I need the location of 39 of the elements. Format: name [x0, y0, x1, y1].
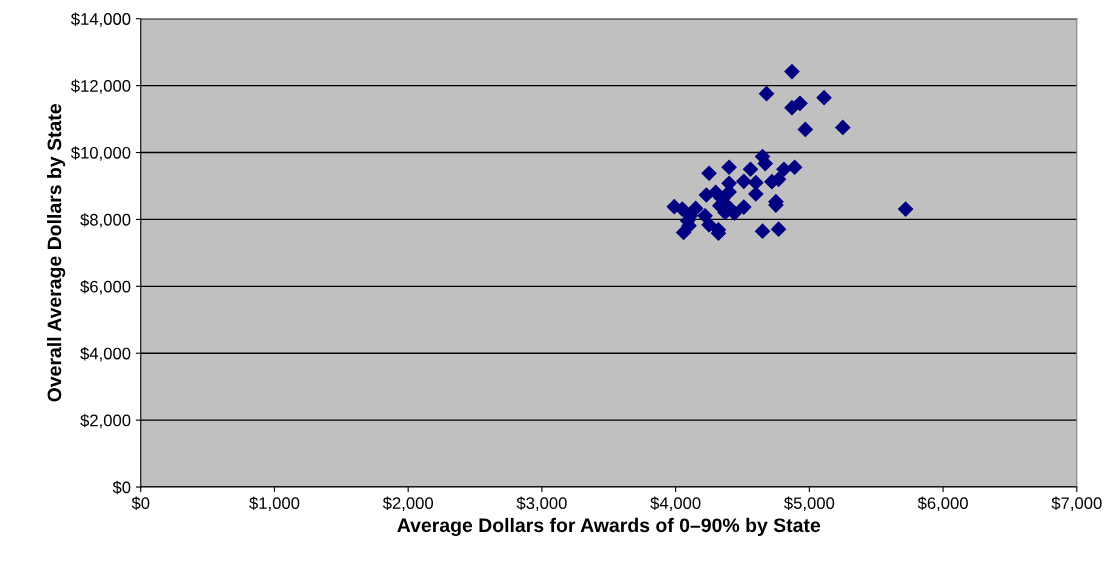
y-tick-label: $10,000 — [70, 146, 131, 161]
point — [701, 165, 717, 181]
x-tick-label: $5,000 — [784, 496, 835, 511]
point — [776, 161, 792, 177]
point — [816, 90, 832, 106]
x-axis-title: Average Dollars for Awards of 0–90% by State — [397, 517, 821, 537]
x-tick-label: $4,000 — [650, 496, 701, 511]
point — [701, 217, 717, 233]
point — [736, 173, 752, 189]
point — [771, 221, 787, 237]
point — [758, 86, 775, 102]
point — [792, 95, 808, 111]
point — [787, 159, 803, 175]
x-tick-label: $2,000 — [382, 496, 434, 511]
y-tick-label: $14,000 — [70, 12, 131, 27]
y-tick-label: $8,000 — [80, 213, 131, 228]
x-tick-label: $0 — [131, 496, 150, 511]
point — [797, 121, 813, 138]
y-tick-label: $4,000 — [80, 346, 131, 362]
y-tick-label: $2,000 — [80, 413, 131, 429]
point — [721, 159, 737, 175]
point — [784, 63, 800, 80]
point — [748, 186, 764, 202]
point — [736, 199, 752, 215]
point — [698, 187, 714, 203]
x-tick-label: $6,000 — [917, 496, 968, 511]
y-tick-label: $12,000 — [70, 79, 131, 94]
y-axis-title: Overall Average Dollars by State — [47, 104, 66, 402]
y-tick-label: $6,000 — [80, 280, 131, 295]
point — [835, 119, 851, 136]
point — [748, 175, 764, 191]
point — [676, 224, 692, 241]
x-tick-label: $1,000 — [249, 496, 300, 511]
x-tick-label: $3,000 — [516, 496, 567, 511]
point — [898, 201, 914, 217]
point — [742, 161, 759, 177]
y-tick-label: $0 — [112, 480, 131, 495]
x-tick-label: $7,000 — [1051, 496, 1102, 511]
point — [754, 223, 771, 239]
